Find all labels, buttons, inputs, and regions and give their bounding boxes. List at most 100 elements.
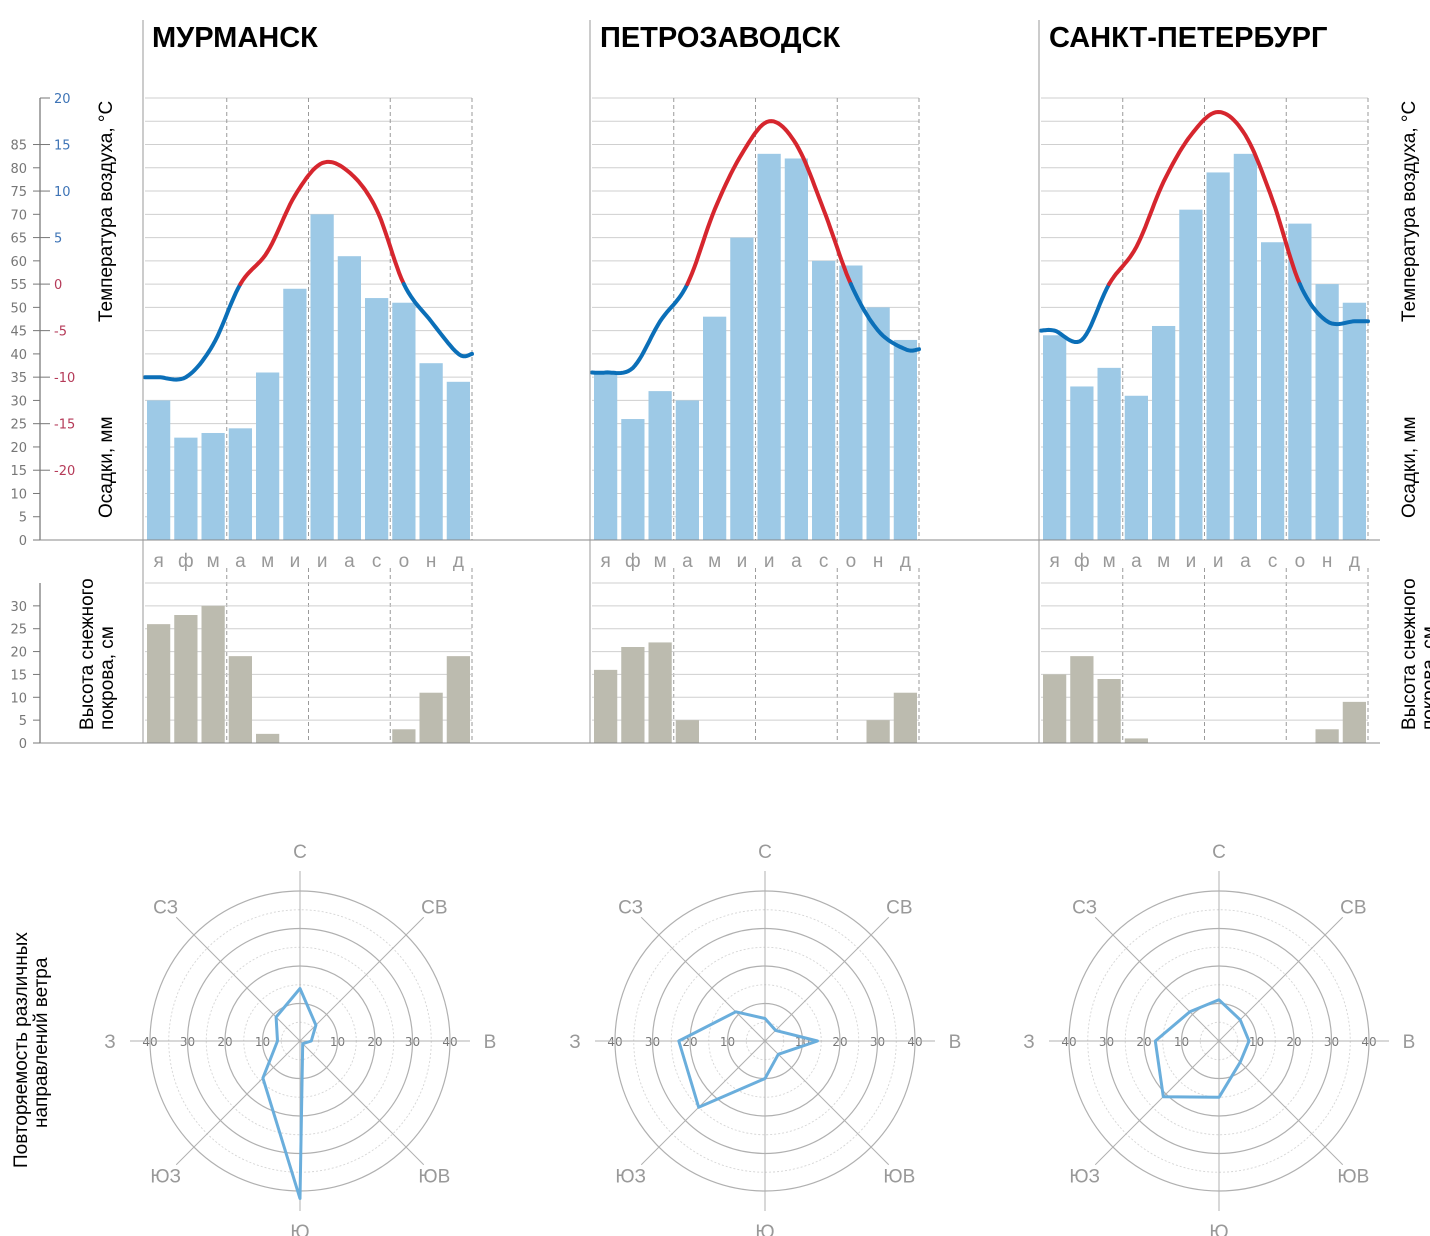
temp-tick-label: -15: [54, 418, 75, 433]
precip-bar: [337, 256, 361, 540]
wind-direction-label: С: [1212, 842, 1226, 863]
temp-tick-label: -10: [54, 371, 75, 386]
month-label: о: [399, 551, 410, 572]
wind-rose-polygon: [261, 987, 318, 1200]
precip-bar: [757, 153, 781, 540]
month-label: н: [1322, 551, 1333, 572]
wind-direction-label: СВ: [886, 898, 912, 919]
snow-axis-title-right-line2: покрова, см: [1419, 626, 1430, 730]
text-layer: МУРМАНСК ПЕТРОЗАВОДСК САНКТ-ПЕТЕРБУРГ Те…: [10, 22, 1430, 1236]
precip-tick-label: 60: [10, 255, 27, 270]
precip-bar: [648, 391, 672, 540]
month-label: д: [900, 551, 911, 572]
month-label: ф: [1074, 551, 1090, 572]
snow-bar: [1342, 701, 1366, 743]
city-title-petrozavodsk: ПЕТРОЗАВОДСК: [600, 22, 841, 54]
precip-bar: [730, 237, 754, 540]
temp-tick-label: 0: [54, 278, 62, 293]
snow-bar: [1315, 729, 1339, 743]
precipitation-axis-title-right: Осадки, мм: [1399, 416, 1420, 518]
month-label: о: [846, 551, 857, 572]
snow-bar: [594, 669, 618, 743]
month-label: а: [791, 551, 802, 572]
temp-line-cold: [143, 282, 243, 382]
wind-rose-spoke: [1094, 1040, 1220, 1166]
city-title-saint-petersburg: САНКТ-ПЕТЕРБУРГ: [1049, 22, 1327, 54]
wind-direction-label: З: [569, 1032, 580, 1053]
wind-rose-spoke: [764, 916, 890, 1042]
precip-bar: [256, 372, 280, 540]
precip-bar: [1342, 302, 1366, 540]
month-label: и: [290, 551, 301, 572]
wind-direction-label: ЮВ: [1337, 1166, 1369, 1187]
temperature-lines-layer: [143, 110, 1370, 382]
wind-rose-polygon: [1153, 998, 1251, 1099]
precip-bar: [228, 428, 252, 540]
precip-tick-label: 0: [19, 534, 27, 549]
month-label: а: [235, 551, 246, 572]
month-label: м: [207, 551, 220, 572]
temperature-axis-title-right: Температура воздуха, °С: [1399, 101, 1420, 322]
precip-tick-label: 5: [19, 511, 27, 526]
temp-tick-label: 5: [54, 232, 62, 247]
precip-bar: [1152, 325, 1176, 540]
precip-bar: [1043, 335, 1067, 540]
wind-direction-label: В: [949, 1032, 962, 1053]
snow-bar: [1124, 738, 1148, 743]
precip-bar: [784, 158, 808, 541]
wind-rose-spoke: [1218, 1040, 1344, 1166]
precip-tick-label: 50: [10, 301, 27, 316]
precip-bar: [1206, 172, 1230, 540]
month-label: а: [682, 551, 693, 572]
precip-bar: [1179, 209, 1203, 541]
temperature-axis-title-left: Температура воздуха, °С: [96, 101, 117, 322]
precip-tick-label: 20: [10, 441, 27, 456]
snow-bar: [147, 624, 171, 743]
month-label: а: [1131, 551, 1142, 572]
month-label: м: [1103, 551, 1116, 572]
snow-bar: [675, 720, 699, 743]
snow-bar: [419, 692, 443, 743]
month-label: я: [153, 551, 163, 572]
wind-direction-label: ЮВ: [418, 1166, 450, 1187]
snow-tick-label: 10: [10, 691, 27, 706]
month-label: м: [261, 551, 274, 572]
month-label: м: [1157, 551, 1170, 572]
precip-tick-label: 75: [10, 185, 27, 200]
month-label: я: [600, 551, 610, 572]
wind-axis-title-line2: направлений ветра: [31, 957, 52, 1128]
precip-bar: [1288, 223, 1312, 541]
month-label: а: [1240, 551, 1251, 572]
wind-direction-label: ЮЗ: [615, 1166, 646, 1187]
month-label: м: [654, 551, 667, 572]
snow-bar: [392, 729, 416, 743]
precip-bar: [1315, 284, 1339, 540]
wind-rose-spoke: [299, 1040, 425, 1166]
precip-tick-label: 55: [10, 278, 27, 293]
wind-rose-spoke: [640, 916, 766, 1042]
precip-bar: [174, 437, 198, 540]
temp-tick-label: -20: [54, 464, 75, 479]
grid-layer: [145, 97, 1369, 743]
precip-bar: [446, 381, 470, 540]
temp-line-cold: [1297, 282, 1370, 327]
snow-tick-label: 20: [10, 646, 27, 661]
precip-bar: [310, 214, 334, 540]
snow-tick-label: 0: [19, 737, 27, 752]
snow-tick-label: 15: [10, 668, 27, 683]
snow-bar: [1070, 656, 1094, 743]
precip-tick-label: 10: [10, 487, 27, 502]
precip-bar: [1261, 242, 1285, 541]
month-label: я: [1049, 551, 1059, 572]
wind-direction-label: СЗ: [618, 898, 643, 919]
snow-bar: [256, 733, 280, 743]
wind-rose-spoke: [175, 916, 301, 1042]
snow-bar: [621, 647, 645, 743]
wind-direction-label: СЗ: [1072, 898, 1097, 919]
precip-tick-label: 15: [10, 464, 27, 479]
precip-tick-label: 25: [10, 418, 27, 433]
precip-tick-label: 65: [10, 232, 27, 247]
month-label: с: [819, 551, 829, 572]
axes-layer: [33, 20, 1380, 744]
month-label: ф: [178, 551, 194, 572]
